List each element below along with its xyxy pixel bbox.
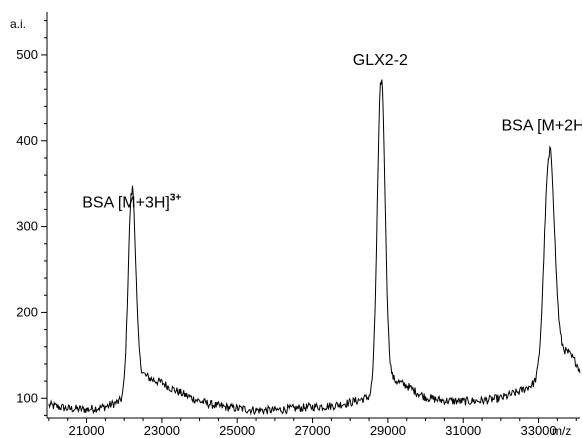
spectrum-trace <box>48 79 581 416</box>
peak-annotations: BSA [M+3H]3+ GLX2-2 BSA [M+2H]2+ <box>82 52 582 211</box>
x-tick-label: 29000 <box>370 423 406 438</box>
axes <box>41 12 580 423</box>
peak-annotation: BSA [M+2H]2+ <box>501 115 582 134</box>
x-tick-label: 33000 <box>520 423 556 438</box>
x-tick-label: 23000 <box>144 423 180 438</box>
x-tick-label: 27000 <box>294 423 330 438</box>
peak-annotation: GLX2-2 <box>353 52 408 69</box>
x-tick-label: 31000 <box>445 423 481 438</box>
y-tick-label: 400 <box>16 133 38 148</box>
peak-annotation: BSA [M+3H]3+ <box>82 193 181 212</box>
y-tick-label: 500 <box>16 47 38 62</box>
tick-labels: 100 200 300 400 500 21000 23000 25000 27000 29000… <box>10 17 571 438</box>
y-tick-label: 100 <box>16 390 38 405</box>
x-tick-label: 25000 <box>219 423 255 438</box>
y-tick-label: 300 <box>16 219 38 234</box>
x-tick-label: 21000 <box>68 423 104 438</box>
y-tick-label: 200 <box>16 304 38 319</box>
x-axis-label: m/z <box>552 424 571 438</box>
y-axis-label: a.i. <box>10 17 26 31</box>
